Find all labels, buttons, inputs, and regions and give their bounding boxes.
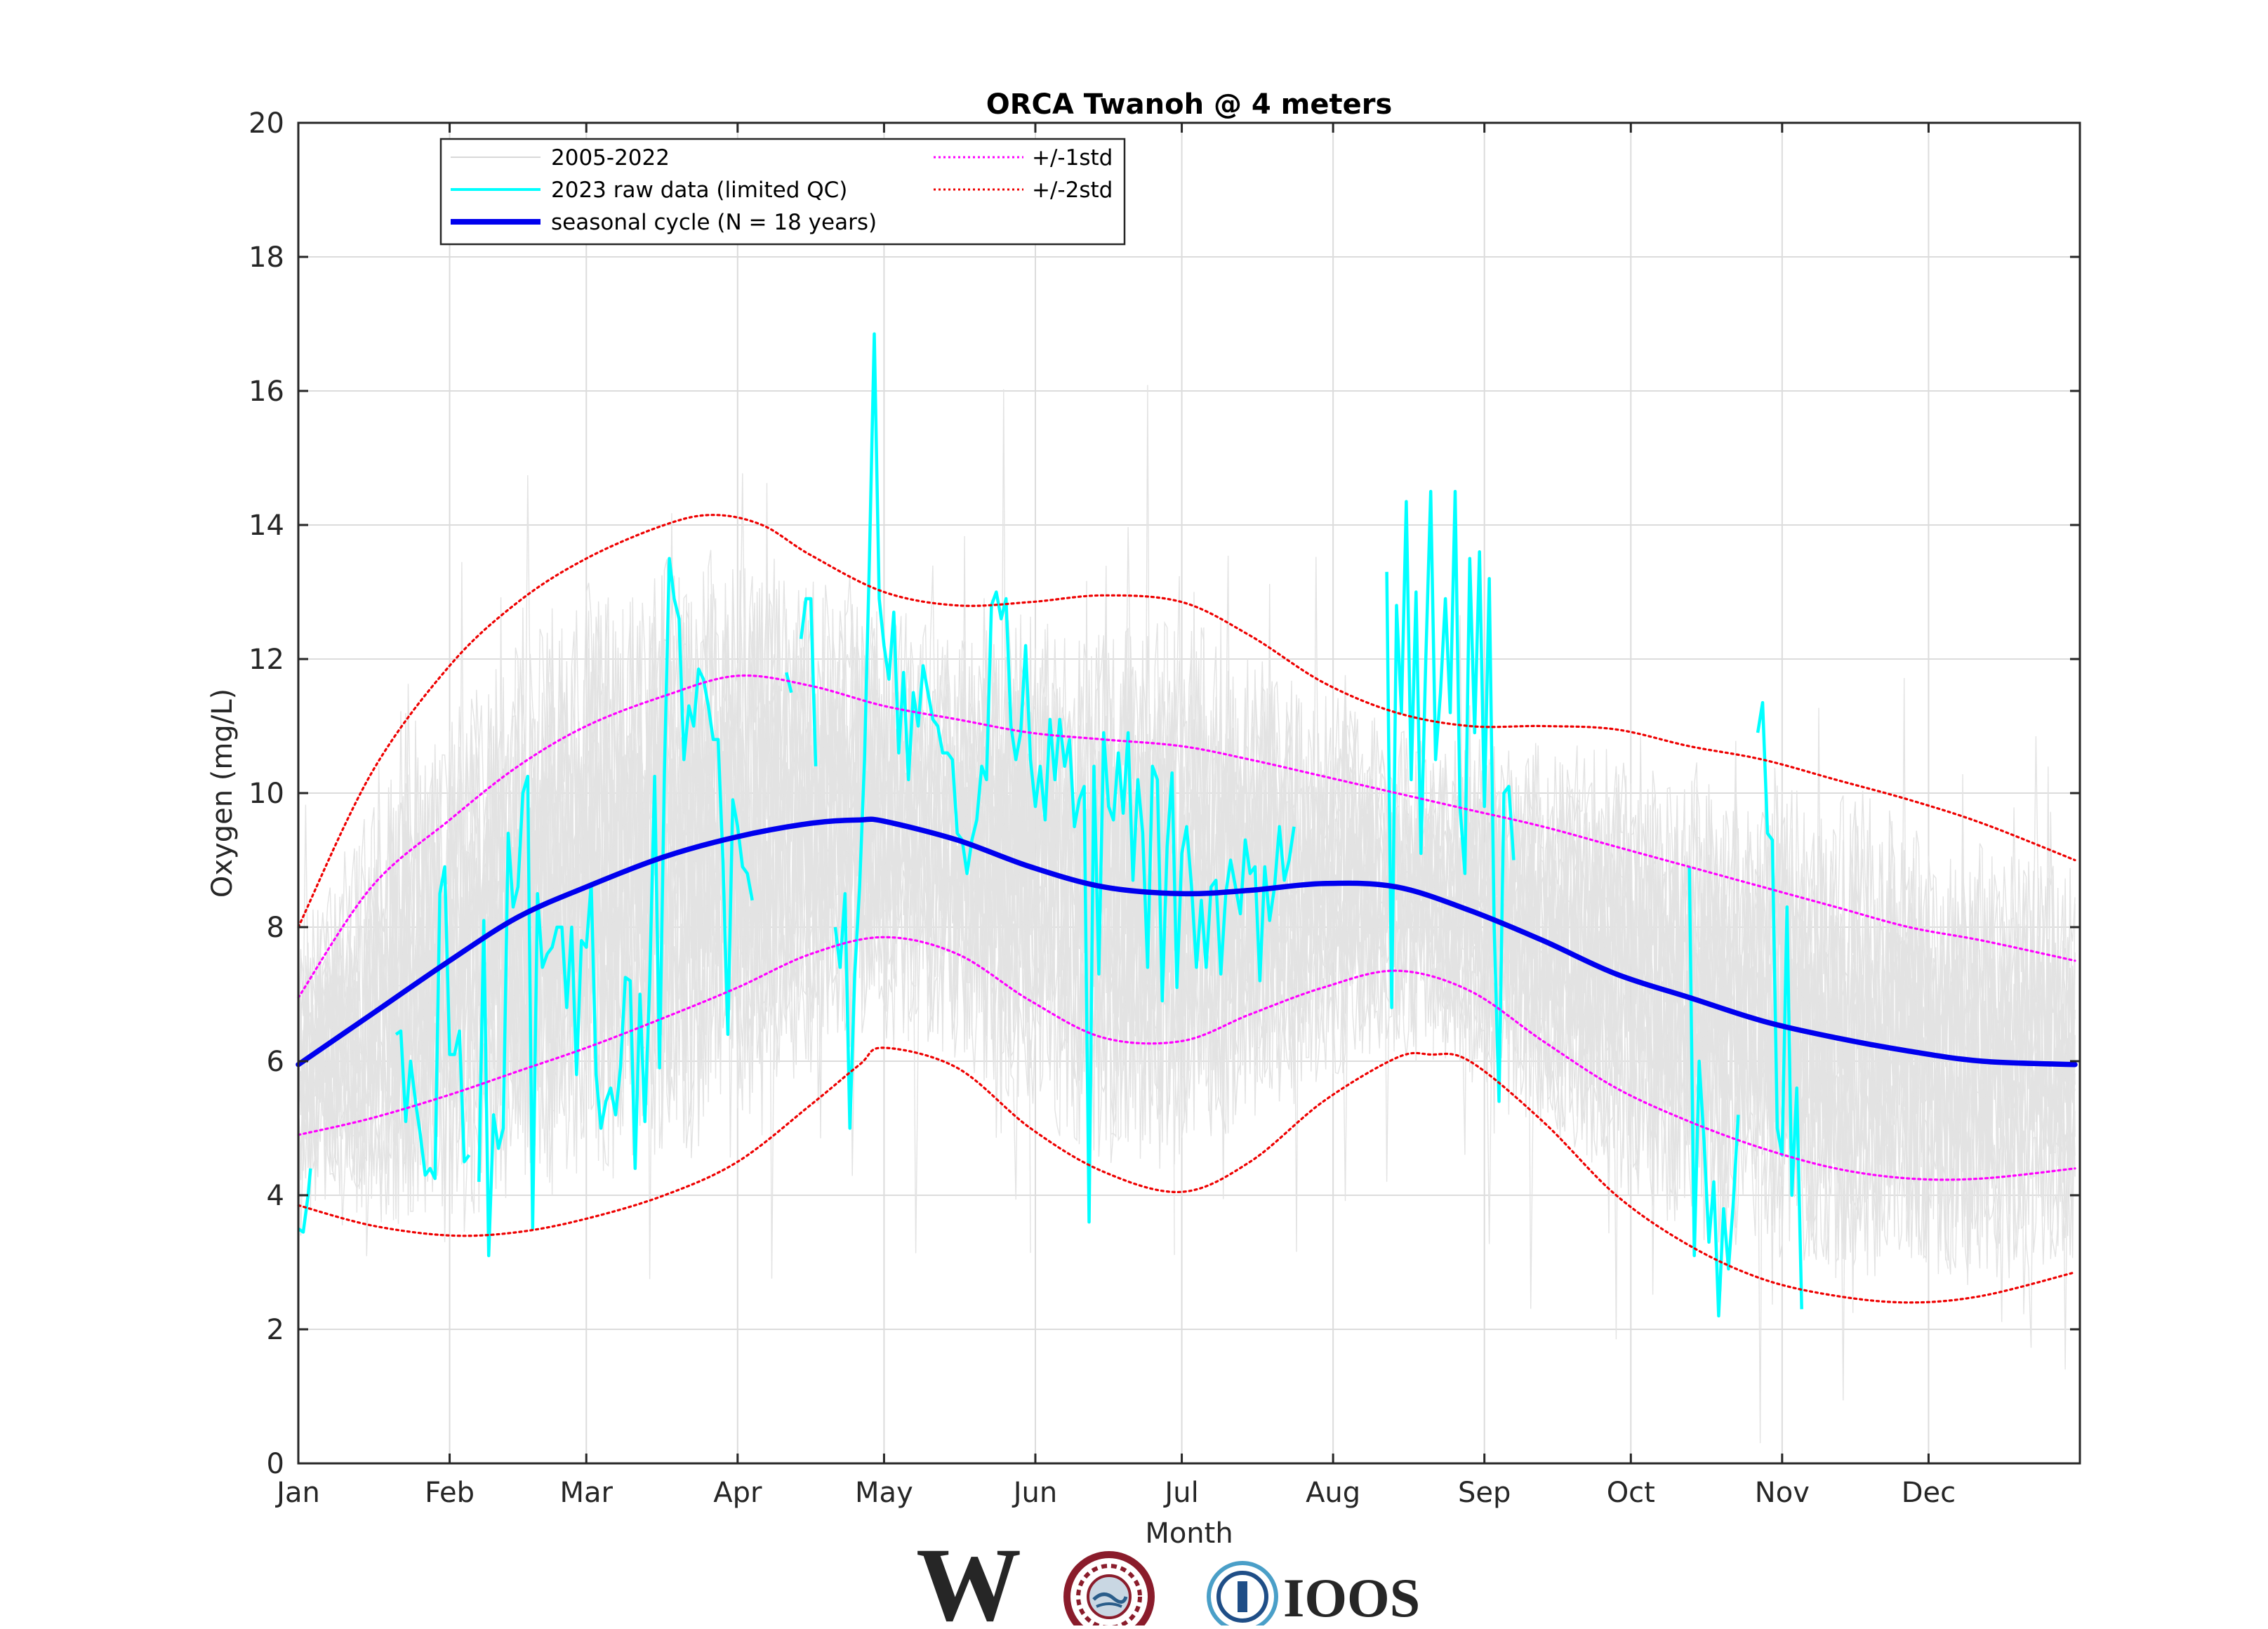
legend-label-historical: 2005-2022 bbox=[551, 145, 670, 171]
series-line-2023-raw bbox=[833, 332, 1296, 1224]
x-tick-label: May bbox=[855, 1477, 913, 1509]
ioos-logo: IOOS bbox=[1207, 1561, 1420, 1629]
legend-label-2std: +/-2std bbox=[1032, 178, 1113, 203]
legend-label-2023: 2023 raw data (limited QC) bbox=[551, 178, 847, 203]
y-tick-label: 18 bbox=[248, 241, 284, 274]
y-tick-label: 14 bbox=[248, 510, 284, 542]
x-tick-label: Feb bbox=[425, 1477, 475, 1509]
y-tick-label: 2 bbox=[267, 1314, 284, 1346]
y-tick-label: 6 bbox=[267, 1046, 284, 1078]
series-line-minus-2std bbox=[297, 1046, 2076, 1304]
x-tick-label: Jul bbox=[1162, 1477, 1198, 1509]
x-tick-label: Jan bbox=[274, 1477, 320, 1509]
ioos-logo-text: IOOS bbox=[1283, 1567, 1420, 1625]
series-line-2023-raw bbox=[297, 1168, 312, 1234]
x-tick-label: Apr bbox=[713, 1477, 762, 1509]
series-line-plus-1std bbox=[297, 674, 2076, 999]
legend-box bbox=[439, 138, 1126, 246]
x-tick-label: Dec bbox=[1902, 1477, 1956, 1509]
uw-logo: W bbox=[916, 1527, 1021, 1629]
y-tick-label: 0 bbox=[267, 1448, 284, 1480]
y-tick-label: 12 bbox=[248, 644, 284, 676]
x-tick-label: Jun bbox=[1012, 1477, 1058, 1509]
x-tick-label: Mar bbox=[560, 1477, 614, 1509]
historical-trace bbox=[298, 526, 2076, 1269]
x-tick-label: Oct bbox=[1607, 1477, 1655, 1509]
legend-label-1std: +/-1std bbox=[1032, 145, 1113, 171]
historical-trace bbox=[298, 575, 2076, 1444]
nwifc-seal-logo bbox=[1063, 1551, 1155, 1629]
legend: 2005-2022 2023 raw data (limited QC) sea… bbox=[439, 138, 1126, 246]
historical-traces bbox=[298, 385, 2076, 1444]
series-line-minus-1std bbox=[297, 936, 2076, 1181]
logo-strip: W IOOS bbox=[916, 1527, 1420, 1629]
x-tick-label: Sep bbox=[1458, 1477, 1511, 1509]
axis-ticks: 0 2 4 6 8 10 12 14 16 18 20 Jan Feb Mar Apr May Jun Jul Au… bbox=[248, 107, 2080, 1509]
x-axis-label: Month bbox=[1145, 1517, 1233, 1550]
y-tick-label: 4 bbox=[267, 1180, 284, 1212]
series-lines bbox=[296, 332, 2078, 1318]
legend-label-seasonal: seasonal cycle (N = 18 years) bbox=[551, 210, 877, 235]
y-axis-label: Oxygen (mg/L) bbox=[206, 689, 239, 898]
series-line-2023-raw bbox=[1385, 490, 1516, 1103]
series-line-seasonal-cycle bbox=[296, 816, 2078, 1068]
y-tick-label: 16 bbox=[248, 375, 284, 408]
y-tick-label: 8 bbox=[267, 912, 284, 944]
uw-logo-letter: W bbox=[916, 1527, 1021, 1625]
y-tick-label: 10 bbox=[248, 778, 284, 810]
series-line-2023-raw bbox=[394, 557, 818, 1258]
x-tick-label: Nov bbox=[1755, 1477, 1810, 1509]
series-line-plus-2std bbox=[297, 514, 2076, 929]
y-tick-label: 20 bbox=[248, 107, 284, 140]
chart-title: ORCA Twanoh @ 4 meters bbox=[986, 88, 1393, 121]
x-tick-label: Aug bbox=[1306, 1477, 1360, 1509]
